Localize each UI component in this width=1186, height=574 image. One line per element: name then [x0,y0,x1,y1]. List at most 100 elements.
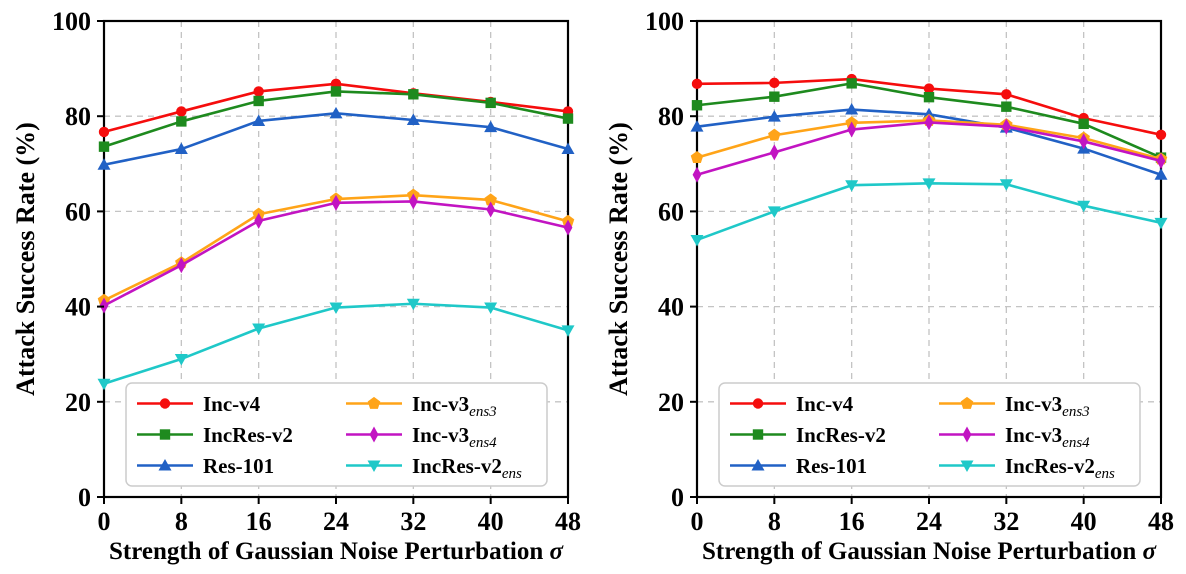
x-tick-label: 0 [98,507,111,536]
data-point-marker [922,178,936,190]
x-tick-label: 48 [1148,507,1174,536]
legend-label-subscript: ens [502,466,522,482]
data-point-marker [406,298,420,311]
data-point-marker [176,116,187,127]
data-point-marker [331,194,341,211]
x-tick-label: 48 [555,507,581,536]
square-icon [159,429,171,440]
legend-label-main: IncRes-v2 [1005,454,1095,478]
legend-item: IncRes-v2 [137,423,293,447]
data-point-marker [329,302,343,315]
legend-label: IncRes-v2 [203,423,293,447]
x-tick-label: 16 [839,507,865,536]
legend-item: Inc-v3ens4 [939,423,1090,451]
x-tick-label: 40 [1071,507,1097,536]
data-point-marker [406,113,420,126]
data-point-marker [97,158,111,170]
x-tick-label: 0 [691,507,704,536]
legend-label-main: Inc-v4 [203,392,261,416]
legend: Inc-v4 IncRes-v2 Res-101 Inc-v3ens3 Inc-v3en… [125,382,548,487]
data-point-marker [484,302,498,315]
legend-label-main: Inc-v3 [1005,392,1062,416]
legend-label: Inc-v3ens4 [1005,423,1090,451]
legend-label-main: IncRes-v2 [412,454,502,478]
data-point-marker [1078,118,1089,130]
legend-item: Inc-v4 [137,392,261,416]
x-axis-label-text: Strength of Gaussian Noise Perturbation [109,538,550,565]
sigma-symbol: σ [550,538,565,565]
data-point-marker [562,113,574,124]
y-axis-label: Attack Success Rate (%) [604,122,633,396]
y-tick-label: 40 [65,293,91,322]
series-inc-v4 [691,73,1167,140]
data-point-marker [1154,217,1168,230]
data-point-marker [484,193,497,206]
legend-label: Res-101 [203,454,274,478]
data-point-marker [484,120,498,133]
y-tick-label: 100 [645,7,684,36]
legend-label: IncRes-v2 [796,423,886,447]
data-point-marker [486,201,496,218]
legend-label-main: IncRes-v2 [796,423,886,447]
x-axis-label: Strength of Gaussian Noise Perturbation … [702,538,1158,565]
y-tick-label: 60 [658,197,684,226]
left-chart: 0 8 16 24 32 40 48 0 20 40 60 80 100 Strength of Gaus… [11,7,581,565]
data-point-marker [769,91,780,102]
x-tick-label: 40 [478,507,504,536]
series-incres-v2-ens [690,178,1168,247]
data-point-marker [923,91,935,103]
axis-ticks [690,20,1162,504]
data-point-marker [1156,152,1166,169]
sigma-symbol: σ [1143,538,1158,565]
legend-item: Inc-v3ens3 [346,392,497,420]
data-point-marker [98,126,110,138]
y-tick-label: 20 [658,388,684,417]
data-point-marker [408,193,418,210]
tick-labels: 0 8 16 24 32 40 48 0 20 40 60 80 100 [52,7,581,536]
x-tick-label: 24 [916,507,942,536]
data-point-marker [690,234,704,247]
data-point-marker [97,378,111,391]
legend-label-main: Inc-v4 [796,392,854,416]
legend-box [718,382,1141,487]
legend-label-subscript: ens3 [1062,404,1090,420]
data-point-marker [330,86,342,97]
circle-icon [752,398,764,409]
x-tick-label: 16 [246,507,272,536]
data-point-marker [253,86,264,97]
legend-box [125,382,548,487]
data-point-marker [691,78,703,90]
tick-labels: 0 8 16 24 32 40 48 0 20 40 60 80 100 [645,7,1174,536]
right-chart: 0 8 16 24 32 40 48 0 20 40 60 80 100 Strength of Gaus… [604,7,1174,565]
data-point-marker [98,141,110,152]
x-tick-label: 8 [175,507,188,536]
data-point-marker [174,142,188,155]
triangle-down-icon [960,460,974,472]
data-point-marker [767,206,781,218]
data-point-marker [1154,168,1168,180]
data-point-marker [768,128,781,141]
data-point-marker [845,103,859,115]
data-point-marker [253,95,264,107]
data-point-marker [690,151,704,163]
legend-label-main: IncRes-v2 [203,423,293,447]
data-point-marker [254,212,264,229]
triangle-up-icon [751,459,765,471]
data-point-marker [561,325,575,337]
data-point-marker [176,106,187,117]
legend-label-main: Inc-v3 [1005,423,1062,447]
x-axis-label-text: Strength of Gaussian Noise Perturbation [702,538,1143,565]
data-point-marker [1077,200,1091,213]
axis-ticks [97,20,569,504]
data-point-marker [252,114,266,126]
square-icon [752,429,764,440]
data-point-marker [1001,89,1012,100]
data-point-marker [176,257,186,274]
data-point-marker [1001,101,1012,112]
series-incres-v2 [98,86,574,152]
x-tick-label: 32 [993,507,1019,536]
diamond-thin-icon [962,426,972,443]
legend-item: Inc-v3ens4 [346,423,497,451]
data-point-marker [846,78,857,89]
y-tick-label: 0 [671,483,684,512]
